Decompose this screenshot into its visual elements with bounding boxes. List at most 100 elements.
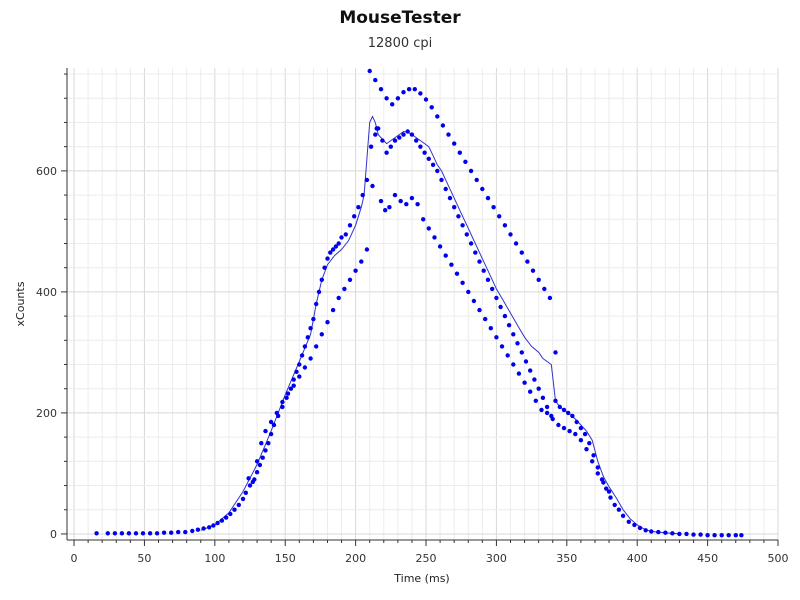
data-point bbox=[284, 395, 289, 400]
data-point bbox=[259, 441, 264, 446]
data-point bbox=[240, 496, 246, 502]
data-point bbox=[528, 368, 533, 373]
data-point bbox=[443, 253, 448, 258]
data-point bbox=[254, 470, 260, 475]
data-point bbox=[612, 502, 617, 508]
y-axis-title: xCounts bbox=[14, 281, 27, 326]
data-point bbox=[550, 416, 555, 422]
data-point bbox=[219, 518, 225, 523]
data-point bbox=[390, 102, 395, 107]
data-point bbox=[620, 513, 626, 518]
data-point bbox=[712, 533, 717, 538]
y-tick-label: 0 bbox=[50, 528, 57, 541]
data-point bbox=[474, 177, 479, 183]
data-point bbox=[480, 186, 485, 192]
data-point bbox=[260, 455, 265, 460]
data-point bbox=[435, 168, 440, 174]
data-point bbox=[498, 304, 503, 310]
data-point bbox=[494, 295, 499, 301]
data-point bbox=[392, 192, 398, 198]
data-point bbox=[691, 532, 696, 537]
data-point bbox=[604, 486, 609, 491]
data-point bbox=[330, 307, 336, 313]
data-point bbox=[508, 232, 513, 237]
data-point bbox=[409, 195, 415, 201]
data-point bbox=[388, 144, 393, 149]
data-point bbox=[561, 407, 567, 413]
data-point bbox=[274, 410, 279, 416]
data-point bbox=[421, 217, 426, 222]
data-point bbox=[246, 476, 251, 481]
data-point bbox=[566, 410, 571, 416]
data-point bbox=[511, 332, 516, 337]
data-point bbox=[460, 280, 465, 285]
data-point bbox=[456, 214, 461, 219]
data-point bbox=[383, 208, 388, 213]
x-tick-label: 400 bbox=[627, 552, 648, 565]
data-point bbox=[311, 316, 316, 322]
data-point bbox=[578, 425, 584, 431]
data-point bbox=[499, 344, 505, 349]
data-point bbox=[656, 529, 661, 535]
data-point bbox=[437, 244, 443, 249]
data-point bbox=[570, 413, 575, 419]
data-point bbox=[481, 268, 486, 273]
x-tick-label: 100 bbox=[204, 552, 225, 565]
x-tick-label: 150 bbox=[275, 552, 296, 565]
data-point bbox=[94, 531, 99, 536]
data-point bbox=[677, 531, 682, 537]
data-point bbox=[539, 407, 544, 413]
data-point bbox=[426, 156, 431, 161]
data-point bbox=[463, 159, 468, 164]
data-point bbox=[502, 223, 508, 228]
data-point bbox=[505, 353, 510, 358]
data-point bbox=[522, 380, 527, 385]
data-point bbox=[112, 531, 118, 536]
data-point bbox=[449, 262, 454, 267]
data-point bbox=[232, 507, 237, 512]
data-point bbox=[601, 480, 606, 485]
data-point bbox=[584, 447, 589, 452]
data-point bbox=[325, 256, 330, 261]
data-point bbox=[447, 195, 453, 201]
data-point bbox=[126, 531, 132, 536]
data-point bbox=[263, 448, 268, 453]
data-point bbox=[414, 138, 419, 143]
data-point bbox=[670, 531, 675, 536]
data-point bbox=[360, 192, 365, 198]
data-point bbox=[380, 138, 385, 143]
data-point bbox=[477, 307, 482, 313]
data-point bbox=[247, 483, 253, 488]
data-point bbox=[587, 441, 592, 446]
data-point bbox=[364, 177, 370, 183]
data-point bbox=[406, 87, 412, 92]
data-point bbox=[429, 105, 434, 110]
data-point bbox=[567, 428, 572, 434]
data-point bbox=[342, 286, 347, 292]
data-point bbox=[319, 332, 324, 337]
data-point bbox=[374, 126, 379, 131]
data-point bbox=[525, 259, 530, 264]
data-point bbox=[356, 205, 361, 210]
data-point bbox=[263, 428, 268, 434]
data-point bbox=[215, 520, 220, 526]
data-point bbox=[228, 511, 233, 517]
data-point bbox=[440, 123, 446, 128]
data-point bbox=[378, 198, 384, 204]
data-point bbox=[540, 395, 546, 400]
data-point bbox=[544, 410, 550, 416]
data-point bbox=[574, 419, 579, 425]
data-point bbox=[271, 422, 277, 428]
data-point bbox=[353, 268, 358, 273]
data-point bbox=[328, 250, 333, 255]
data-point bbox=[515, 341, 520, 346]
data-point bbox=[663, 530, 668, 535]
data-point bbox=[483, 316, 488, 322]
x-tick-label: 250 bbox=[416, 552, 437, 565]
data-point bbox=[201, 526, 206, 531]
data-point bbox=[452, 141, 457, 146]
data-point bbox=[490, 286, 495, 292]
data-point bbox=[595, 465, 600, 470]
data-point bbox=[133, 531, 139, 536]
chart-title: MouseTester bbox=[339, 8, 461, 28]
